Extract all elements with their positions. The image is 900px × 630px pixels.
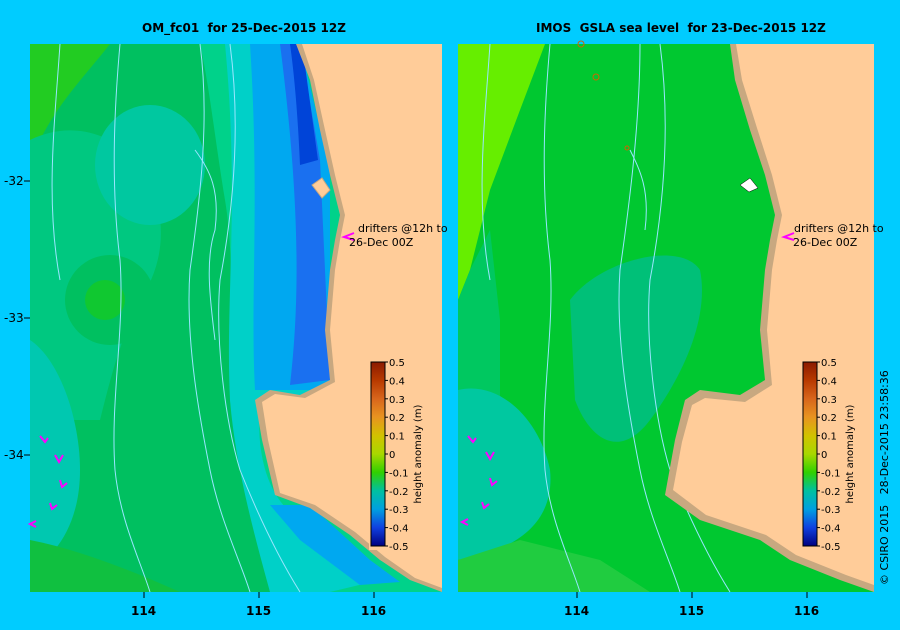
left-map-bathymetry-contours [51, 43, 301, 593]
right-map-anomaly-patch [458, 44, 545, 300]
right-colorbar-tick-label: -0.2 [821, 487, 841, 498]
left-colorbar-tick-label: -0.5 [389, 542, 409, 553]
right-map-markers [577, 40, 630, 151]
right-colorbar-tick-label: -0.4 [821, 524, 841, 535]
left-colorbar-tick-label: 0.3 [389, 395, 405, 406]
left-colorbar-tick-label: 0.1 [389, 432, 405, 443]
lon-label-114-left: 114 [131, 604, 157, 618]
left-colorbar-tick-label: -0.1 [389, 468, 409, 479]
right-colorbar-scale [802, 361, 818, 547]
left-map-anomaly-patch [30, 44, 110, 140]
right-colorbar-tick-label: -0.3 [821, 505, 841, 516]
lon-label-115-right: 115 [679, 604, 705, 618]
left-map-anomaly-patch [30, 540, 180, 592]
left-colorbar-scale [370, 361, 386, 547]
lat-label-34: -34 [4, 448, 24, 462]
right-map-island [739, 177, 759, 193]
right-map-anomaly-patch [458, 540, 650, 592]
left-map-anomaly-patch [85, 280, 125, 320]
left-colorbar-tick-label: -0.4 [389, 524, 409, 535]
lon-label-116-left: 116 [361, 604, 387, 618]
left-map-anomaly-patch [95, 105, 205, 225]
right-map-anomaly-patch [458, 388, 551, 560]
left-map-title: OM_fc01 for 25-Dec-2015 12Z [142, 21, 346, 35]
right-colorbar-tick-label: 0.2 [821, 413, 837, 424]
left-map-anomaly-patch [280, 44, 330, 385]
right-colorbar-tick-label: 0.4 [821, 376, 837, 387]
right-map-drifter-label-line2: 26-Dec 00Z [793, 236, 858, 249]
left-colorbar-tick-label: -0.3 [389, 505, 409, 516]
right-colorbar-tick-label: 0.1 [821, 432, 837, 443]
lat-label-33: -33 [4, 311, 24, 325]
left-colorbar-tick-label: 0 [389, 450, 395, 461]
right-map-drifters [459, 232, 795, 526]
right-colorbar-tick-label: -0.1 [821, 468, 841, 479]
left-colorbar-tick-label: 0.2 [389, 413, 405, 424]
left-colorbar-tick-label: 0.5 [389, 358, 405, 369]
right-colorbar-tick-label: 0.5 [821, 358, 837, 369]
right-map-title: IMOS GSLA sea level for 23-Dec-2015 12Z [536, 21, 826, 35]
left-map-anomaly-patch [270, 505, 400, 585]
right-colorbar-label: height anomaly (m) [845, 404, 856, 503]
left-colorbar-tick-label: -0.2 [389, 487, 409, 498]
right-map-bathymetry-contours [481, 43, 731, 593]
left-map-anomaly-patch [290, 44, 318, 165]
lon-label-114-right: 114 [564, 604, 590, 618]
left-colorbar-tick-label: 0.4 [389, 376, 405, 387]
right-colorbar: 0.5 0.4 0.3 0.2 0.1 0 -0.1 -0.2 -0.3 -0.4 -0.5 heig… [801, 358, 856, 553]
right-map-drifter-label-line1: drifters @12h to [794, 222, 884, 235]
lon-label-115-left: 115 [246, 604, 272, 618]
right-map-anomaly-patch [570, 255, 702, 442]
left-map-island [311, 177, 331, 199]
lat-label-32: -32 [4, 174, 24, 188]
right-colorbar-tick-label: -0.5 [821, 542, 841, 553]
left-colorbar-label: height anomaly (m) [413, 404, 424, 503]
right-colorbar-tick-label: 0.3 [821, 395, 837, 406]
left-map-axis-ticks [24, 180, 375, 598]
left-colorbar: 0.5 0.4 0.3 0.2 0.1 0 -0.1 -0.2 -0.3 -0.4 -0.5 heig… [369, 358, 424, 553]
right-colorbar-tick-label: 0 [821, 450, 827, 461]
lon-label-116-right: 116 [794, 604, 820, 618]
left-map-drifters [27, 232, 355, 528]
right-map-axis-ticks [576, 592, 808, 598]
left-map-drifter-label-line2: 26-Dec 00Z [349, 236, 414, 249]
left-map-drifter-label-line1: drifters @12h to [358, 222, 448, 235]
